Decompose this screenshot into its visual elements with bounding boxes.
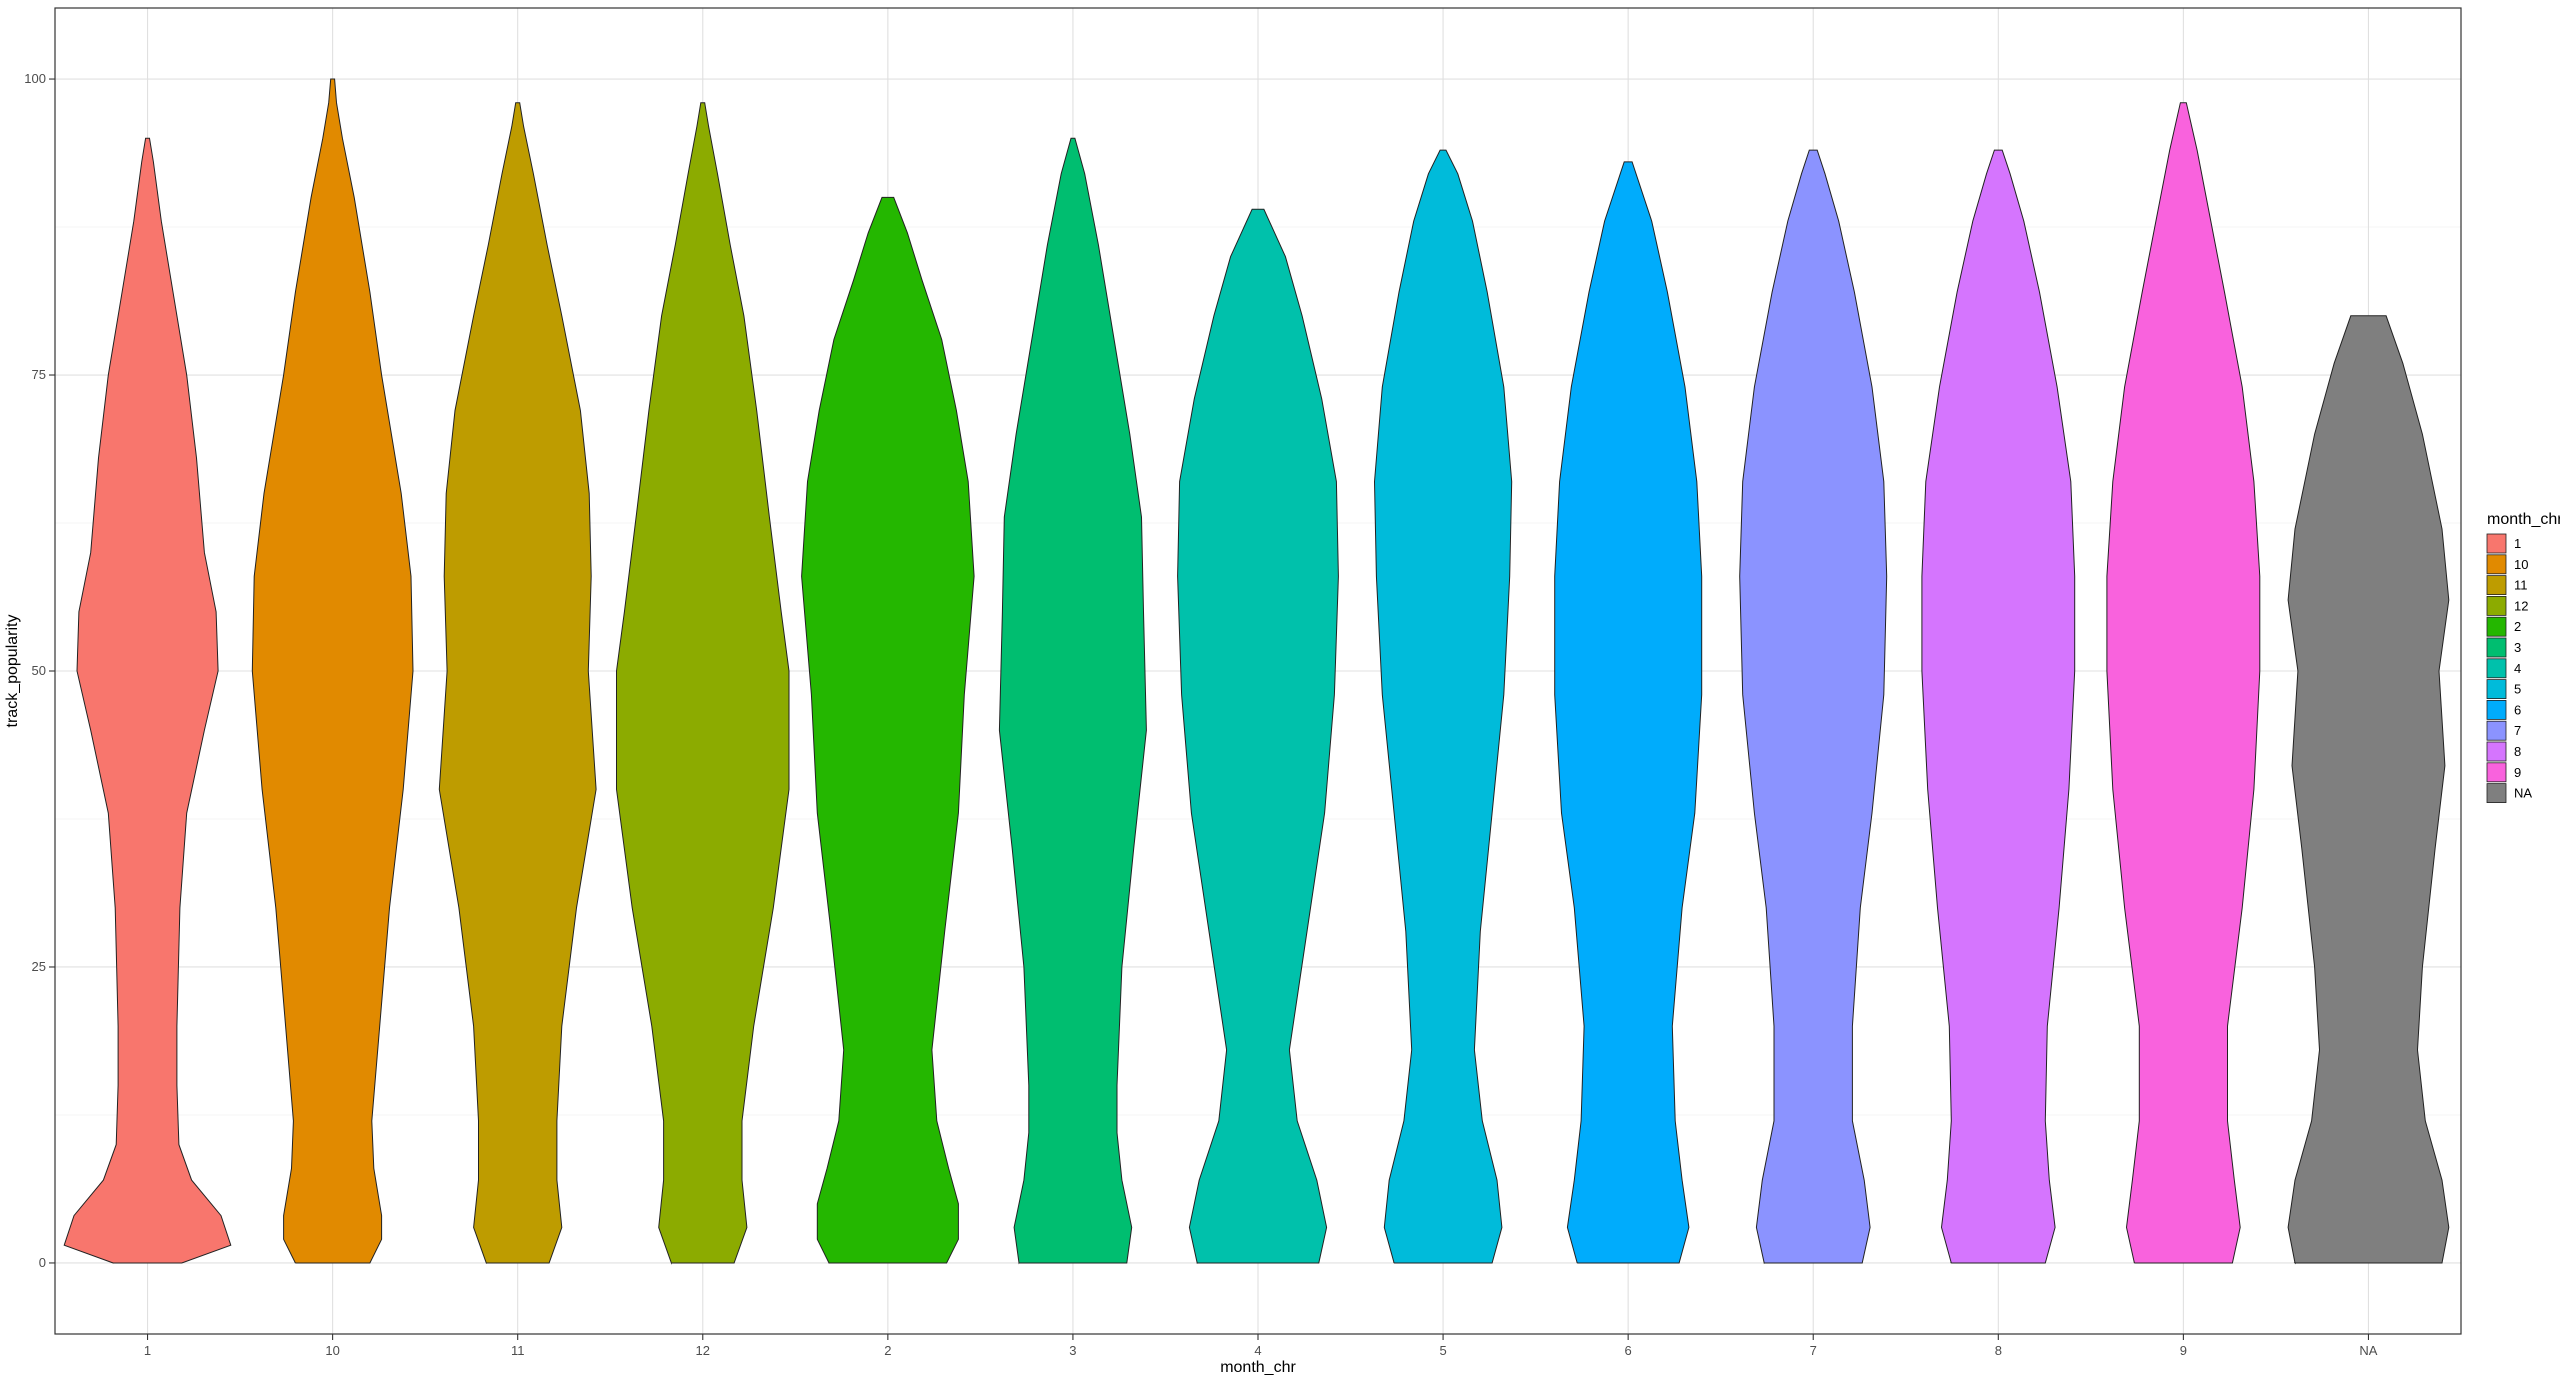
legend-label-9: 9 [2514, 765, 2521, 780]
legend-key-1 [2486, 533, 2507, 554]
legend-key-NA [2486, 783, 2507, 803]
x-tick-label: 5 [1439, 1343, 1446, 1358]
x-tick-label: 11 [511, 1343, 525, 1358]
violin-12 [616, 102, 790, 1265]
violin-4 [1177, 208, 1339, 1264]
legend: month_chr 1 10 11 12 2 3 4 5 6 7 8 9 NA [2486, 511, 2560, 803]
legend-key-2 [2486, 616, 2507, 637]
legend-label-2: 2 [2514, 619, 2521, 634]
x-tick-label: 9 [2180, 1343, 2187, 1358]
legend-label-5: 5 [2514, 682, 2521, 697]
violin-series [63, 78, 2450, 1265]
x-tick-label: 4 [1254, 1343, 1261, 1358]
legend-label-4: 4 [2514, 661, 2521, 676]
violin-1 [63, 137, 232, 1264]
legend-label-8: 8 [2514, 744, 2521, 759]
x-axis-title: month_chr [1220, 1359, 1296, 1376]
y-tick-label: 0 [39, 1255, 46, 1270]
y-tick-label: 100 [24, 71, 46, 86]
y-tick-label: 25 [32, 959, 46, 974]
legend-key-12 [2486, 596, 2507, 616]
x-tick-label: 7 [1810, 1343, 1817, 1358]
violin-8 [1921, 149, 2076, 1264]
violin-2 [801, 196, 975, 1264]
legend-key-3 [2486, 637, 2507, 658]
x-tick-label: NA [2359, 1343, 2377, 1358]
violin-3 [998, 137, 1147, 1265]
x-tick-label: 1 [144, 1343, 151, 1358]
legend-label-1: 1 [2514, 536, 2521, 551]
legend-label-3: 3 [2514, 640, 2521, 655]
y-tick-label: 50 [32, 663, 46, 678]
legend-label-10: 10 [2514, 557, 2528, 572]
x-tick-label: 2 [884, 1343, 891, 1358]
x-tick-label: 12 [696, 1343, 710, 1358]
y-tick-label: 75 [32, 367, 46, 382]
legend-key-5 [2486, 679, 2507, 699]
legend-label-6: 6 [2514, 702, 2521, 717]
violin-9 [2106, 102, 2261, 1264]
y-axis-title: track_popularity [4, 615, 21, 728]
legend-label-12: 12 [2514, 598, 2528, 613]
legend-key-6 [2486, 700, 2507, 720]
legend-key-7 [2486, 720, 2507, 741]
x-tick-label: 8 [1995, 1343, 2002, 1358]
y-axis: 0 25 50 75 100 [24, 71, 55, 1270]
violin-7 [1739, 149, 1888, 1265]
legend-key-8 [2486, 741, 2507, 762]
legend-key-10 [2486, 554, 2507, 575]
legend-label-NA: NA [2514, 786, 2532, 801]
violin-NA [2287, 315, 2450, 1265]
violin-11 [438, 102, 597, 1265]
legend-label-11: 11 [2514, 578, 2528, 593]
violin-6 [1554, 161, 1703, 1264]
x-tick-label: 3 [1069, 1343, 1076, 1358]
legend-title: month_chr [2487, 511, 2560, 528]
violin-5 [1373, 149, 1513, 1264]
x-tick-label: 6 [1625, 1343, 1632, 1358]
x-axis: 1 10 11 12 2 3 4 5 6 7 8 9 NA [144, 1334, 2378, 1358]
legend-label-7: 7 [2514, 723, 2521, 738]
legend-key-9 [2486, 762, 2507, 783]
legend-key-11 [2486, 575, 2507, 595]
legend-key-4 [2486, 658, 2507, 679]
x-tick-label: 10 [325, 1343, 339, 1358]
violin-10 [251, 78, 414, 1264]
